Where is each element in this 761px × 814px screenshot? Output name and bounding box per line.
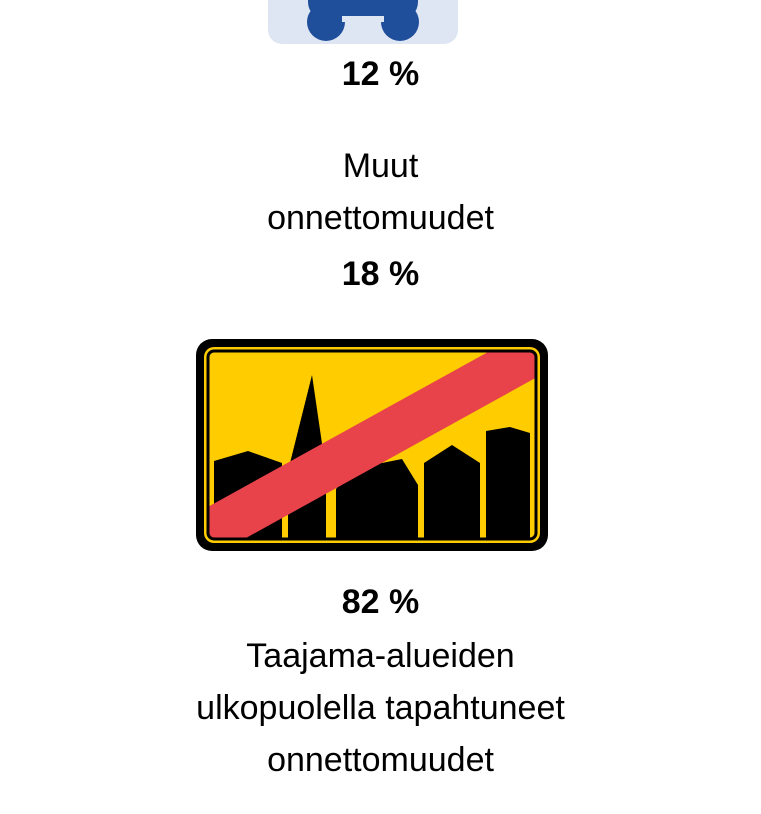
- other-accidents-percent: 18 %: [341, 255, 420, 293]
- other-accidents-label-line2: onnettomuudet: [267, 199, 494, 237]
- car-accidents-percent: 12 %: [341, 55, 420, 93]
- car-icon-graphic: [307, 0, 419, 41]
- outside-urban-percent: 82 %: [341, 583, 420, 621]
- car-icon: [268, 0, 458, 44]
- outside-urban-label-line1: Taajama-alueiden: [246, 637, 515, 675]
- outside-urban-label-line2: ulkopuolella tapahtuneet: [196, 689, 565, 727]
- other-accidents-label-line1: Muut: [342, 147, 419, 185]
- outside-urban-label-line3: onnettomuudet: [267, 741, 494, 779]
- road-sign-graphic: [196, 339, 548, 551]
- end-of-built-up-area-sign-icon: [196, 339, 548, 551]
